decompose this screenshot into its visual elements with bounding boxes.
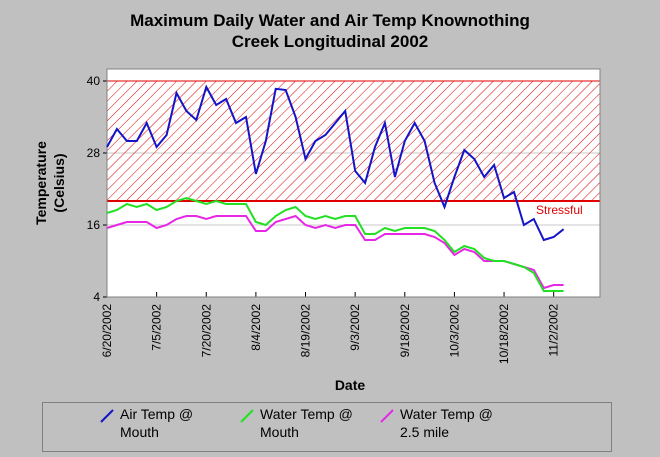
x-tick-label: 11/2/2002 <box>547 304 561 357</box>
legend: Air Temp @ Mouth Water Temp @ Mouth Water … <box>42 402 612 452</box>
series-line <box>106 214 564 290</box>
legend-swatch <box>240 409 254 423</box>
x-tick-label: 10/3/2002 <box>447 304 461 358</box>
legend-label: Water Temp @ 2.5 mile <box>400 406 493 440</box>
x-tick-label: 6/20/2002 <box>100 304 114 358</box>
legend-swatch <box>100 409 114 423</box>
x-tick-label: 7/5/2002 <box>150 304 164 351</box>
series-line <box>106 196 564 292</box>
legend-item: Water Temp @ 2.5 mile <box>378 405 538 449</box>
threshold-label: Stressful <box>536 203 583 217</box>
chart-title: Maximum Daily Water and Air Temp Knownot… <box>130 11 530 51</box>
stress-zone <box>106 80 601 202</box>
y-tick-label: 28 <box>87 146 101 160</box>
x-tick-label: 8/19/2002 <box>299 304 313 358</box>
legend-label: Water Temp @ Mouth <box>260 406 353 440</box>
y-tick-label: 4 <box>93 290 100 304</box>
x-tick-label: 9/3/2002 <box>348 304 362 351</box>
x-tick-label: 9/18/2002 <box>398 304 412 358</box>
legend-line <box>100 409 114 423</box>
x-tick-label: 8/4/2002 <box>249 304 263 351</box>
x-axis-label: Date <box>334 377 366 393</box>
chart: 4 16 28 40 Stressful 6/20/2002 7/5/2002 7/20/20… <box>87 68 601 364</box>
legend-item: Water Temp @ Mouth <box>238 405 398 449</box>
y-tick-label: 16 <box>87 218 101 232</box>
legend-label: Air Temp @ Mouth <box>120 406 194 440</box>
plot-frame <box>106 68 601 298</box>
legend-line <box>380 409 394 423</box>
legend-line <box>240 409 254 423</box>
legend-item: Air Temp @ Mouth <box>98 405 258 449</box>
x-tick-label: 7/20/2002 <box>199 304 213 358</box>
series-line <box>106 84 565 242</box>
y-tick-label: 40 <box>87 74 101 88</box>
x-tick-label: 10/18/2002 <box>497 304 511 364</box>
legend-swatch <box>380 409 394 423</box>
